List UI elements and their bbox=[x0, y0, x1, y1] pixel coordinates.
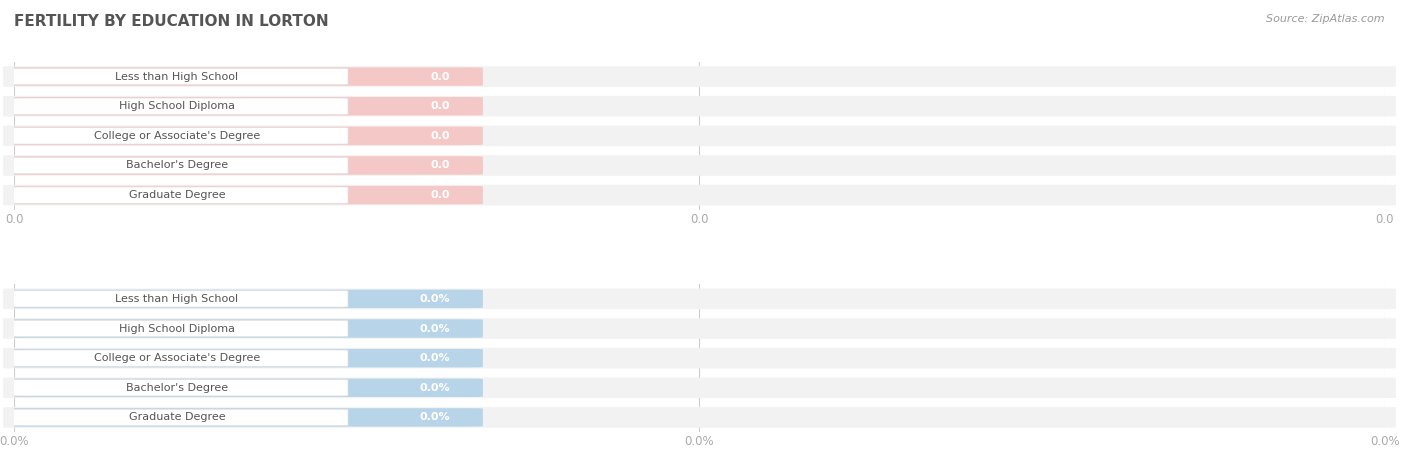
FancyBboxPatch shape bbox=[0, 408, 482, 427]
Text: Less than High School: Less than High School bbox=[115, 72, 239, 82]
FancyBboxPatch shape bbox=[3, 378, 1396, 398]
FancyBboxPatch shape bbox=[3, 125, 1396, 146]
FancyBboxPatch shape bbox=[3, 155, 1396, 176]
FancyBboxPatch shape bbox=[0, 319, 482, 338]
FancyBboxPatch shape bbox=[0, 186, 482, 204]
Text: 0.0%: 0.0% bbox=[419, 323, 450, 333]
FancyBboxPatch shape bbox=[0, 97, 482, 115]
FancyBboxPatch shape bbox=[3, 407, 1396, 428]
FancyBboxPatch shape bbox=[11, 68, 349, 85]
Text: 0.0: 0.0 bbox=[430, 190, 450, 200]
Text: 0.0: 0.0 bbox=[430, 101, 450, 111]
FancyBboxPatch shape bbox=[0, 67, 482, 86]
Text: 0.0%: 0.0% bbox=[419, 383, 450, 393]
FancyBboxPatch shape bbox=[0, 156, 482, 175]
Text: 0.0: 0.0 bbox=[430, 72, 450, 82]
Text: Bachelor's Degree: Bachelor's Degree bbox=[127, 161, 228, 171]
Text: 0.0%: 0.0% bbox=[419, 353, 450, 363]
FancyBboxPatch shape bbox=[11, 320, 349, 337]
FancyBboxPatch shape bbox=[11, 350, 349, 366]
Text: Graduate Degree: Graduate Degree bbox=[128, 412, 225, 422]
Text: 0.0: 0.0 bbox=[430, 131, 450, 141]
FancyBboxPatch shape bbox=[3, 96, 1396, 116]
FancyBboxPatch shape bbox=[11, 291, 349, 307]
FancyBboxPatch shape bbox=[0, 290, 482, 308]
FancyBboxPatch shape bbox=[3, 185, 1396, 206]
Text: 0.0%: 0.0% bbox=[419, 412, 450, 422]
FancyBboxPatch shape bbox=[3, 348, 1396, 369]
Text: High School Diploma: High School Diploma bbox=[120, 101, 235, 111]
FancyBboxPatch shape bbox=[0, 379, 482, 397]
FancyBboxPatch shape bbox=[3, 66, 1396, 87]
Text: Bachelor's Degree: Bachelor's Degree bbox=[127, 383, 228, 393]
Text: Graduate Degree: Graduate Degree bbox=[128, 190, 225, 200]
Text: Less than High School: Less than High School bbox=[115, 294, 239, 304]
Text: 0.0%: 0.0% bbox=[419, 294, 450, 304]
FancyBboxPatch shape bbox=[11, 187, 349, 203]
FancyBboxPatch shape bbox=[11, 380, 349, 396]
FancyBboxPatch shape bbox=[11, 98, 349, 114]
Text: Source: ZipAtlas.com: Source: ZipAtlas.com bbox=[1267, 14, 1385, 24]
FancyBboxPatch shape bbox=[0, 349, 482, 367]
FancyBboxPatch shape bbox=[3, 318, 1396, 339]
Text: 0.0: 0.0 bbox=[430, 161, 450, 171]
FancyBboxPatch shape bbox=[11, 128, 349, 144]
FancyBboxPatch shape bbox=[11, 409, 349, 426]
FancyBboxPatch shape bbox=[3, 288, 1396, 309]
FancyBboxPatch shape bbox=[0, 127, 482, 145]
Text: College or Associate's Degree: College or Associate's Degree bbox=[94, 353, 260, 363]
Text: College or Associate's Degree: College or Associate's Degree bbox=[94, 131, 260, 141]
Text: FERTILITY BY EDUCATION IN LORTON: FERTILITY BY EDUCATION IN LORTON bbox=[14, 14, 329, 29]
FancyBboxPatch shape bbox=[11, 157, 349, 174]
Text: High School Diploma: High School Diploma bbox=[120, 323, 235, 333]
